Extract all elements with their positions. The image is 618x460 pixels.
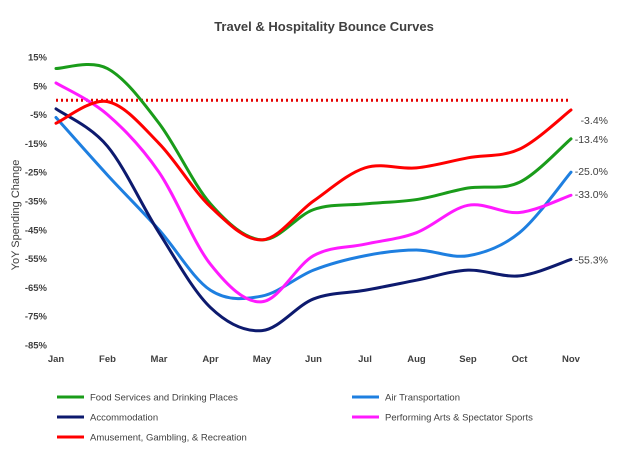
legend-label: Performing Arts & Spectator Sports [385, 413, 533, 424]
y-axis-label: YoY Spending Change [10, 160, 22, 271]
y-tick-label: -55% [25, 254, 48, 265]
end-value-label: -13.4% [575, 134, 608, 146]
end-value-label: -25.0% [575, 166, 608, 178]
x-tick-label: Aug [407, 354, 426, 365]
y-tick-label: -5% [30, 110, 47, 121]
x-tick-label: Sep [459, 354, 477, 365]
legend-label: Accommodation [90, 413, 158, 424]
legend-label: Air Transportation [385, 393, 460, 404]
x-tick-label: Apr [202, 354, 219, 365]
end-value-label: -55.3% [575, 254, 608, 266]
y-tick-label: -15% [25, 139, 48, 150]
end-value-label: -3.4% [581, 115, 608, 127]
y-tick-label: -25% [25, 168, 48, 179]
x-tick-label: Oct [512, 354, 529, 365]
y-tick-label: -85% [25, 341, 48, 352]
series-line [54, 99, 573, 242]
x-tick-label: Mar [151, 354, 168, 365]
x-tick-label: Jul [358, 354, 372, 365]
series-line [54, 63, 573, 242]
y-tick-label: -65% [25, 283, 48, 294]
series-line [54, 81, 573, 304]
x-tick-label: Feb [99, 354, 116, 365]
series-line [54, 107, 573, 333]
x-tick-label: Jan [48, 354, 65, 365]
y-tick-labels: 15% 5% -5% -15% -25% -35% -45% -55% -65% -75% -85% [25, 53, 48, 352]
series-line [54, 115, 573, 301]
legend: Food Services and Drinking Places Air Tra… [57, 393, 533, 444]
y-tick-label: -75% [25, 312, 48, 323]
series-lines [54, 63, 573, 333]
chart-title: Travel & Hospitality Bounce Curves [214, 19, 434, 34]
y-tick-label: 5% [33, 81, 47, 92]
end-value-label: -33.0% [575, 189, 608, 201]
y-tick-label: 15% [28, 53, 48, 64]
legend-label: Food Services and Drinking Places [90, 393, 238, 404]
x-tick-label: Nov [562, 354, 581, 365]
legend-label: Amusement, Gambling, & Recreation [90, 433, 247, 444]
x-tick-labels: Jan Feb Mar Apr May Jun Jul Aug Sep Oct Nov [48, 354, 581, 365]
x-tick-label: May [253, 354, 272, 365]
x-tick-label: Jun [305, 354, 322, 365]
end-labels: -13.4% -25.0% -55.3% -33.0% -3.4% [575, 115, 608, 266]
y-tick-label: -45% [25, 225, 48, 236]
y-tick-label: -35% [25, 197, 48, 208]
